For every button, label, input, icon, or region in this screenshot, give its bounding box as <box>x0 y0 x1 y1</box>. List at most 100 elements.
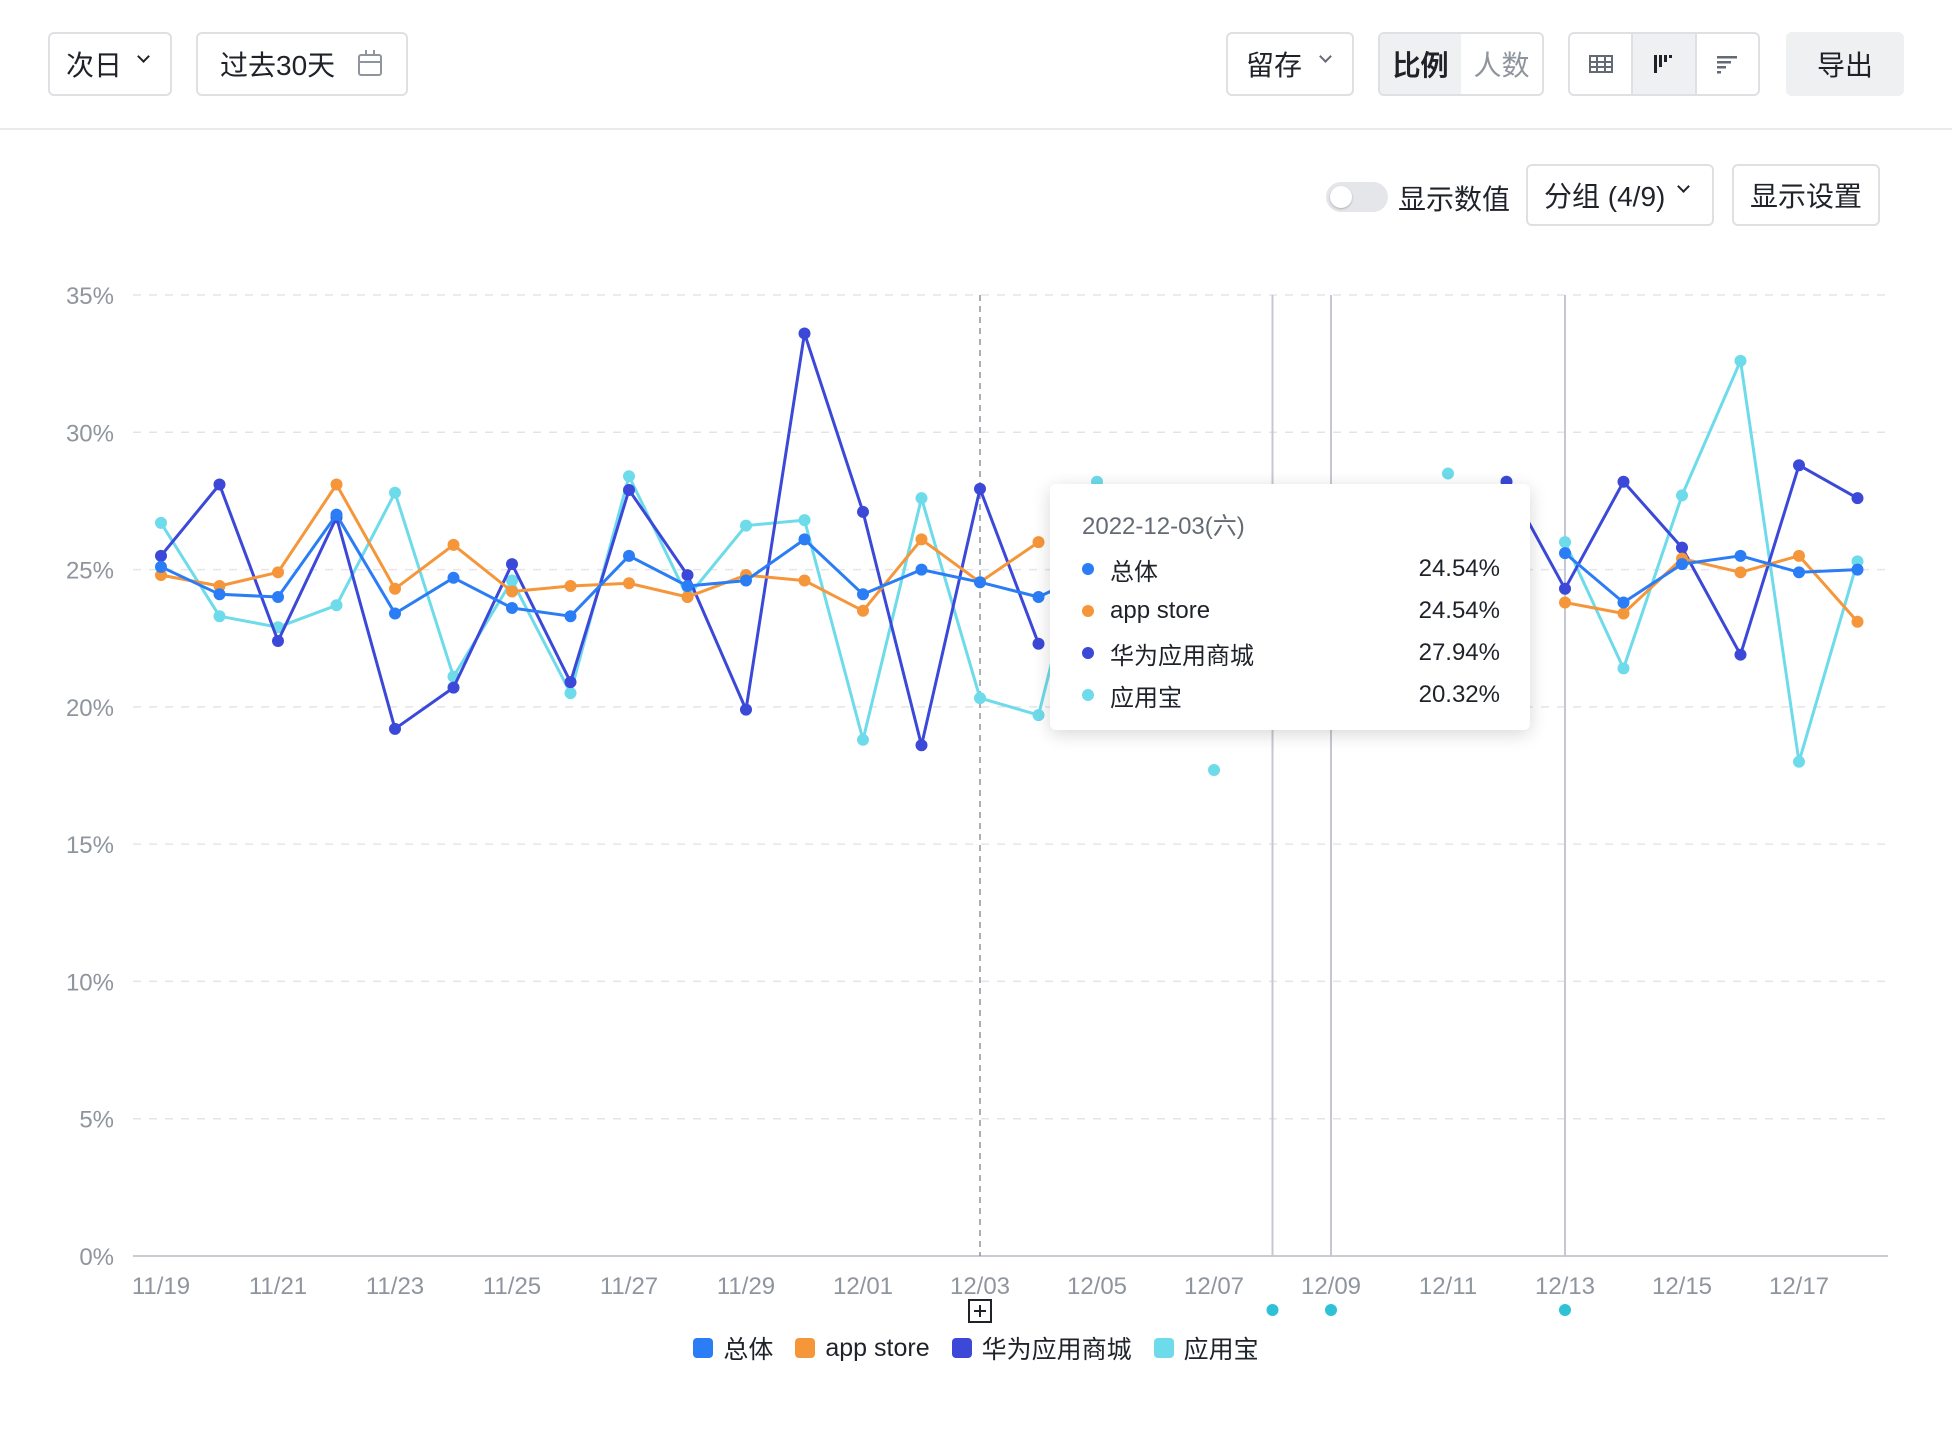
legend-item[interactable]: 应用宝 <box>1153 1330 1259 1366</box>
x-tick-label: 12/05 <box>1067 1273 1127 1300</box>
data-point <box>272 634 284 647</box>
data-point <box>1617 662 1630 675</box>
data-point <box>1032 591 1045 604</box>
legend-item[interactable]: 华为应用商城 <box>951 1330 1132 1366</box>
data-point <box>623 577 635 590</box>
y-tick-label: 0% <box>79 1244 114 1271</box>
data-point <box>1851 563 1864 576</box>
tooltip-series-dot <box>1082 689 1094 701</box>
chart-tooltip: 2022-12-03(六) 总体 24.54% app store 24.54% 华为应… <box>1050 484 1530 730</box>
tooltip-series-name: app store <box>1110 597 1211 624</box>
x-tick-label: 12/09 <box>1301 1273 1361 1300</box>
data-point <box>1559 536 1571 549</box>
data-point <box>1559 582 1571 595</box>
retention-line-chart: 0% 5% 10% 15% 20% 25% 30% 35% 11/19 11/21 11/23 11/… <box>66 283 1888 1323</box>
data-point <box>974 482 986 495</box>
date-range-picker[interactable]: 过去30天 <box>196 32 408 96</box>
data-point <box>1617 596 1630 609</box>
tooltip-series-name: 总体 <box>1110 558 1158 586</box>
period-select[interactable]: 次日 <box>48 32 172 96</box>
legend-swatch <box>795 1338 816 1358</box>
table-view-button[interactable] <box>1570 34 1631 94</box>
data-point <box>1208 764 1220 777</box>
data-point <box>1793 755 1805 768</box>
period-select-label: 次日 <box>66 50 123 81</box>
data-point <box>1793 549 1805 562</box>
data-point <box>447 681 460 694</box>
data-point <box>1559 596 1571 609</box>
data-point <box>447 538 460 551</box>
y-tick-label: 15% <box>66 832 114 859</box>
calendar-icon <box>358 50 382 76</box>
tooltip-row: 总体 24.54% <box>1082 552 1500 586</box>
date-range-label: 过去30天 <box>220 50 336 81</box>
annotation-marker <box>1559 1304 1571 1316</box>
show-values-switch[interactable] <box>1326 182 1388 212</box>
data-point <box>155 516 167 529</box>
data-point <box>1851 492 1864 505</box>
y-tick-label: 35% <box>66 283 114 310</box>
series-line <box>159 331 1859 747</box>
table-icon <box>1588 55 1613 73</box>
data-point <box>506 602 518 615</box>
view-toggle <box>1568 32 1760 96</box>
y-tick-label: 5% <box>79 1107 114 1134</box>
data-point <box>1734 354 1747 367</box>
export-button[interactable]: 导出 <box>1786 32 1904 96</box>
data-point <box>564 676 577 689</box>
display-settings-button[interactable]: 显示设置 <box>1732 164 1880 226</box>
tooltip-row: 华为应用商城 27.94% <box>1082 636 1500 670</box>
data-point <box>447 571 460 584</box>
data-point <box>681 580 694 593</box>
legend-item[interactable]: app store <box>795 1330 930 1366</box>
data-point <box>857 733 869 746</box>
cohort-view-button[interactable] <box>1631 34 1697 94</box>
data-point <box>272 566 284 579</box>
data-point <box>915 563 928 576</box>
data-point <box>389 486 401 499</box>
metric-select[interactable]: 留存 <box>1226 32 1354 96</box>
x-tick-label: 11/21 <box>249 1273 307 1300</box>
group-select-label: 分组 (4/9) <box>1544 181 1666 212</box>
top-toolbar: 次日 过去30天 留存 比例 人数 <box>0 0 1952 130</box>
mode-count-button[interactable]: 人数 <box>1461 34 1542 94</box>
data-point <box>155 549 167 562</box>
tooltip-series-value: 24.54% <box>1418 555 1500 582</box>
data-point <box>1793 566 1805 579</box>
data-point <box>155 560 167 573</box>
data-point <box>1851 555 1864 568</box>
metric-select-label: 留存 <box>1246 50 1303 81</box>
tooltip-series-dot <box>1082 647 1094 659</box>
data-point <box>389 722 401 735</box>
data-point <box>857 588 869 601</box>
legend-item[interactable]: 总体 <box>693 1330 773 1366</box>
mode-ratio-button[interactable]: 比例 <box>1380 34 1461 94</box>
data-point <box>272 591 284 604</box>
data-point <box>213 580 226 593</box>
ranking-view-button[interactable] <box>1697 34 1758 94</box>
switch-knob <box>1330 186 1352 208</box>
tooltip-series-value: 20.32% <box>1418 681 1500 708</box>
data-point <box>974 576 986 589</box>
x-tick-label: 11/23 <box>366 1273 424 1300</box>
data-point <box>564 580 577 593</box>
data-point <box>389 607 401 620</box>
legend-label: app store <box>825 1333 930 1362</box>
data-point <box>506 558 518 571</box>
data-point <box>1032 536 1045 549</box>
group-select[interactable]: 分组 (4/9) <box>1526 164 1714 226</box>
annotation-marker <box>1325 1304 1337 1316</box>
legend-label: 华为应用商城 <box>981 1336 1132 1364</box>
data-point <box>798 514 811 527</box>
data-point <box>915 492 928 505</box>
data-point <box>330 478 343 491</box>
tooltip-series-name: 应用宝 <box>1110 684 1182 712</box>
data-point <box>798 327 811 340</box>
tooltip-date: 2022-12-03(六) <box>1082 513 1245 540</box>
legend-swatch <box>951 1338 972 1358</box>
tooltip-series-value: 24.54% <box>1418 597 1500 624</box>
data-point <box>1734 549 1747 562</box>
data-point <box>1734 566 1747 579</box>
x-tick-label: 12/15 <box>1652 1273 1712 1300</box>
data-point <box>681 569 694 582</box>
